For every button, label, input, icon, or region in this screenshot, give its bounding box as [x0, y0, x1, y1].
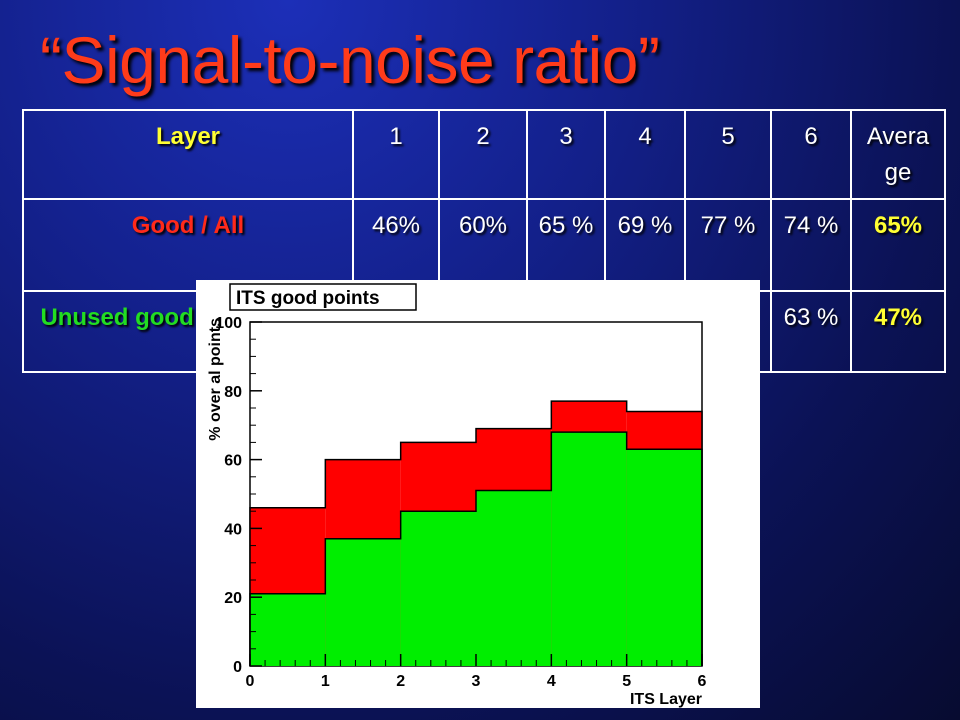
table-cell: 74 % — [770, 198, 852, 292]
table-header-row: Layer 1 2 3 4 5 6 Avera ge — [22, 109, 946, 200]
histogram-bar — [476, 490, 552, 666]
x-axis-label: ITS Layer — [630, 691, 702, 708]
header-cell: 1 — [352, 109, 440, 200]
header-cell: 4 — [604, 109, 686, 200]
header-cell: 6 — [770, 109, 852, 200]
histogram-panel: 0 20 40 60 80 100 0 1 2 3 4 5 6 ITS Layer % over al po… — [196, 280, 760, 708]
histogram-outline — [249, 431, 703, 666]
y-tick-label: 100 — [215, 315, 242, 332]
y-tick-label: 80 — [224, 384, 242, 401]
x-tick-label: 4 — [547, 673, 556, 690]
histogram-bar — [325, 538, 401, 666]
table-cell-average: 47% — [850, 290, 946, 373]
x-tick-label: 3 — [472, 673, 481, 690]
table-cell: 60% — [438, 198, 528, 292]
x-tick-label: 1 — [321, 673, 330, 690]
header-cell: 2 — [438, 109, 528, 200]
header-cell: 3 — [526, 109, 606, 200]
row-label-good: Good / All — [22, 198, 354, 292]
table-cell: 65 % — [526, 198, 606, 292]
y-tick-label: 40 — [224, 521, 242, 538]
table-cell: 63 % — [770, 290, 852, 373]
table-cell: 77 % — [684, 198, 772, 292]
chart-title: ITS good points — [236, 288, 380, 309]
x-tick-label: 2 — [396, 673, 405, 690]
histogram-outline — [249, 400, 703, 666]
table-row-good: Good / All 46% 60% 65 % 69 % 77 % 74 % 6… — [22, 198, 946, 292]
table-cell-average: 65% — [850, 198, 946, 292]
chart-title-box — [229, 283, 417, 311]
header-layer-label: Layer — [22, 109, 354, 200]
histogram-bar — [250, 593, 326, 666]
x-tick-label: 6 — [698, 673, 707, 690]
histogram-bar — [626, 449, 702, 666]
table-cell: 46% — [352, 198, 440, 292]
y-tick-label: 60 — [224, 453, 242, 470]
x-tick-label: 5 — [622, 673, 631, 690]
table-cell: 69 % — [604, 198, 686, 292]
slide-title: “Signal-to-noise ratio” — [40, 23, 660, 97]
histogram-bar — [551, 432, 627, 666]
x-tick-label: 0 — [246, 673, 255, 690]
histogram-bar — [400, 511, 476, 666]
y-tick-label: 20 — [224, 590, 242, 607]
header-cell: Avera ge — [850, 109, 946, 200]
y-tick-label: 0 — [233, 659, 242, 676]
header-cell: 5 — [684, 109, 772, 200]
y-axis-label: % over al points — [207, 318, 224, 441]
